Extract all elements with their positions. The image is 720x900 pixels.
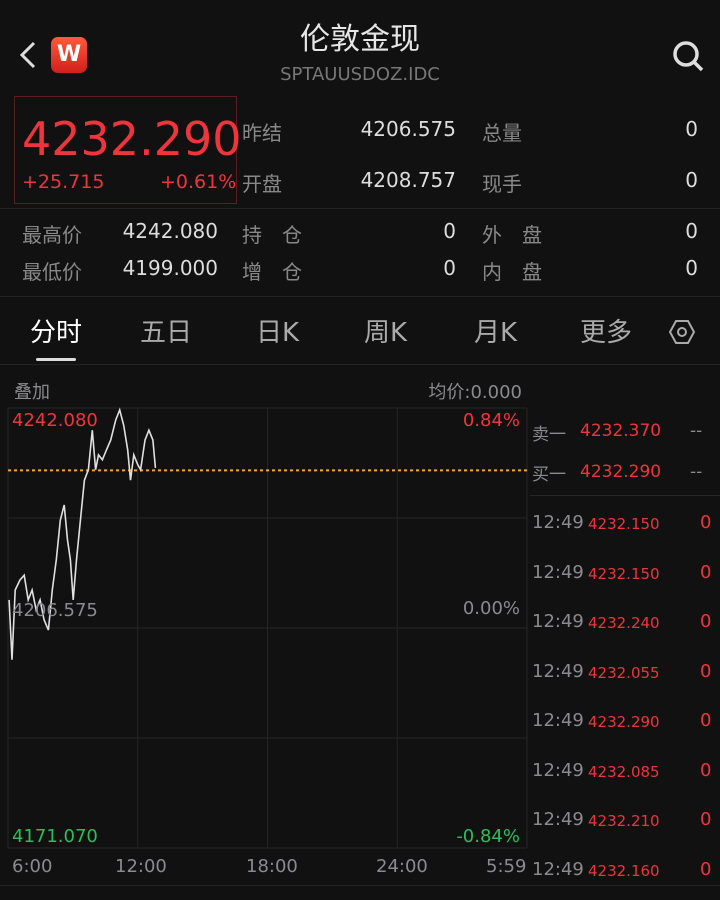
field-value: 0 xyxy=(685,219,698,243)
avg-price: 均价:0.000 xyxy=(428,382,522,403)
field-label: 总量 xyxy=(482,121,522,145)
tick-price: 4232.240 xyxy=(588,614,660,632)
tick-price: 4232.085 xyxy=(588,762,660,781)
y-bottom-label: 4171.070 xyxy=(12,826,98,847)
price-change-pct: +0.61% xyxy=(160,171,237,193)
brand-logo: W xyxy=(51,37,87,73)
price-line xyxy=(8,407,157,660)
tick-price: 4232.290 xyxy=(588,713,660,731)
tick-volume: 0 xyxy=(700,561,712,583)
pct-bottom-label: -0.84% xyxy=(456,826,520,847)
bid-volume: -- xyxy=(690,462,703,482)
bid-label: 买一 xyxy=(532,465,566,485)
ask-volume: -- xyxy=(690,421,703,441)
field-label: 昨结 xyxy=(242,121,282,145)
field-label: 现手 xyxy=(482,172,522,196)
page-title: 伦敦金现 xyxy=(300,22,420,57)
field-value: 4208.757 xyxy=(360,168,456,192)
field-label: 开盘 xyxy=(242,172,282,196)
field-value: 0 xyxy=(685,168,698,192)
tick-price: 4232.160 xyxy=(588,861,660,880)
instrument-code: SPTAUUSDOZ.IDC xyxy=(280,64,440,85)
tick-volume: 0 xyxy=(700,759,712,781)
tab-daily-k[interactable]: 日K xyxy=(256,318,300,348)
tick-volume: 0 xyxy=(700,809,712,830)
divider xyxy=(0,208,720,209)
tick-time: 12:49 xyxy=(532,809,584,830)
ask-label: 卖一 xyxy=(532,425,566,445)
tick-time: 12:49 xyxy=(532,858,584,880)
field-label: 内 盘 xyxy=(482,260,542,284)
ask-price: 4232.370 xyxy=(580,421,662,441)
tick-price: 4232.150 xyxy=(588,564,660,583)
active-tab-indicator xyxy=(36,358,76,361)
bid-price: 4232.290 xyxy=(580,462,662,482)
field-value: 4242.080 xyxy=(122,219,218,243)
field-value: 0 xyxy=(685,117,698,141)
tab-monthly-k[interactable]: 月K xyxy=(474,318,518,348)
tick-volume: 0 xyxy=(700,660,712,682)
field-label: 最低价 xyxy=(22,260,82,284)
field-label: 持 仓 xyxy=(242,223,302,247)
tick-price: 4232.150 xyxy=(588,515,660,533)
price-box xyxy=(14,96,237,204)
search-icon[interactable] xyxy=(670,38,706,74)
tick-price: 4232.055 xyxy=(588,663,660,682)
price-change: +25.715 xyxy=(22,171,105,193)
tick-time: 12:49 xyxy=(532,611,584,632)
intraday-chart xyxy=(7,407,528,849)
tick-time: 12:49 xyxy=(532,561,584,583)
last-price: 4232.290 xyxy=(22,112,242,166)
field-value: 4206.575 xyxy=(360,117,456,141)
divider xyxy=(0,296,720,297)
field-label: 外 盘 xyxy=(482,223,542,247)
y-top-label: 4242.080 xyxy=(12,410,98,431)
tick-volume: 0 xyxy=(700,512,712,533)
y-mid-label: 4206.575 xyxy=(12,600,98,621)
field-value: 0 xyxy=(443,256,456,280)
field-label: 最高价 xyxy=(22,223,82,247)
tick-time: 12:49 xyxy=(532,660,584,682)
tick-time: 12:49 xyxy=(532,710,584,731)
pct-top-label: 0.84% xyxy=(462,410,520,431)
divider xyxy=(0,364,720,365)
settings-hexagon-icon[interactable] xyxy=(668,318,696,346)
divider xyxy=(530,495,720,496)
tab-five-day[interactable]: 五日 xyxy=(140,318,193,348)
overlay-button[interactable]: 叠加 xyxy=(14,382,50,403)
tab-intraday[interactable]: 分时 xyxy=(30,318,83,348)
x-label: 5:59 xyxy=(486,856,527,877)
divider xyxy=(0,885,720,886)
x-label: 24:00 xyxy=(376,856,428,877)
field-label: 增 仓 xyxy=(242,260,302,284)
tab-weekly-k[interactable]: 周K xyxy=(364,318,408,348)
tick-time: 12:49 xyxy=(532,759,584,781)
x-label: 18:00 xyxy=(246,856,298,877)
tick-volume: 0 xyxy=(700,611,712,632)
x-label: 6:00 xyxy=(12,856,53,877)
tick-volume: 0 xyxy=(700,710,712,731)
tick-price: 4232.210 xyxy=(588,812,660,830)
field-value: 0 xyxy=(685,256,698,280)
tick-time: 12:49 xyxy=(532,512,584,533)
tab-more[interactable]: 更多 xyxy=(580,318,633,348)
back-chevron-icon[interactable] xyxy=(14,40,44,70)
field-value: 0 xyxy=(443,219,456,243)
tick-volume: 0 xyxy=(700,858,712,880)
field-value: 4199.000 xyxy=(122,256,218,280)
x-label: 12:00 xyxy=(115,856,167,877)
pct-mid-label: 0.00% xyxy=(462,598,520,619)
